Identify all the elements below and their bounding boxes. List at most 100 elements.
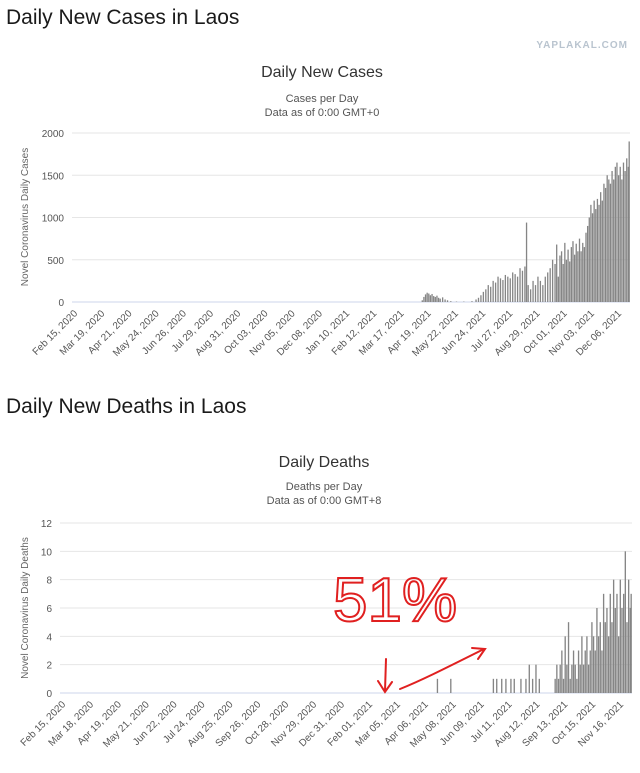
bar	[571, 664, 573, 693]
bar	[439, 298, 441, 302]
bar	[520, 678, 522, 693]
bar	[554, 263, 556, 302]
bar	[513, 678, 515, 693]
bar	[436, 295, 438, 302]
bar	[509, 278, 511, 302]
bar	[521, 270, 524, 302]
bar	[607, 636, 610, 693]
bar	[583, 247, 586, 302]
bar	[531, 678, 534, 693]
daily-new-cases-chart: Daily New Cases Cases per Day Data as of…	[20, 64, 630, 359]
bar	[512, 272, 514, 302]
annotation-down-arrow	[377, 658, 393, 694]
bar	[547, 272, 549, 302]
bar	[604, 187, 607, 302]
bar	[594, 650, 596, 693]
bar	[621, 179, 623, 302]
watermark: YAPLAKAL.COM	[536, 40, 628, 51]
y-axis-label: Novel Coronavirus Daily Cases	[20, 148, 31, 286]
bar	[609, 593, 611, 693]
bar	[544, 276, 546, 302]
bar	[586, 225, 589, 302]
bar	[490, 286, 492, 302]
bar	[601, 650, 603, 693]
bar	[534, 285, 537, 302]
bar	[624, 171, 626, 302]
bar	[431, 293, 433, 302]
bar	[581, 636, 583, 693]
bar	[591, 622, 593, 693]
bar	[616, 593, 618, 693]
y-tick-label: 12	[41, 519, 53, 530]
bar	[591, 213, 594, 302]
y-tick-label: 2000	[42, 129, 65, 140]
bar	[482, 291, 485, 302]
bar	[630, 593, 632, 693]
bar	[624, 551, 626, 693]
y-tick-label: 6	[46, 604, 52, 615]
bar	[617, 175, 620, 302]
bar	[561, 650, 563, 693]
bar	[576, 678, 578, 693]
bar	[580, 251, 582, 302]
y-tick-label: 4	[46, 632, 52, 643]
bar	[497, 276, 499, 302]
bar	[606, 175, 608, 302]
y-axis-label: Novel Coronavirus Daily Deaths	[20, 537, 31, 679]
bar	[569, 678, 571, 693]
bar	[585, 232, 587, 302]
bar	[525, 222, 528, 302]
bar	[487, 285, 489, 302]
bar	[575, 243, 577, 302]
bar	[492, 678, 495, 693]
chart-subtitle-date: Data as of 0:00 GMT+0	[265, 107, 380, 119]
bar	[564, 636, 566, 693]
y-tick-label: 0	[46, 689, 52, 700]
bar	[572, 241, 574, 302]
bar	[554, 678, 556, 693]
bar	[614, 608, 616, 693]
bar	[622, 593, 625, 693]
y-tick-label: 10	[41, 547, 53, 558]
bar	[542, 285, 544, 302]
bar	[626, 622, 628, 693]
bar	[514, 274, 516, 302]
bar	[423, 296, 425, 302]
bar	[528, 664, 530, 693]
bar	[577, 650, 580, 693]
bar	[588, 217, 590, 302]
bar	[434, 296, 436, 302]
bar	[584, 650, 586, 693]
y-tick-label: 500	[47, 256, 64, 267]
chart-title: Daily New Cases	[261, 64, 383, 81]
bar	[566, 664, 568, 693]
bar	[529, 289, 532, 302]
bar	[539, 280, 542, 302]
bar	[597, 636, 600, 693]
bar	[421, 300, 423, 302]
bar	[598, 204, 600, 302]
bar	[496, 678, 498, 693]
bar	[537, 276, 539, 302]
bar	[538, 678, 540, 693]
bar	[556, 664, 558, 693]
bar	[569, 261, 571, 302]
bar	[582, 664, 585, 693]
bar	[626, 158, 628, 302]
daily-deaths-chart: Daily Deaths Deaths per Day Data as of 0…	[19, 454, 632, 750]
bar	[609, 183, 612, 302]
bar	[582, 242, 584, 302]
chart-subtitle: Deaths per Day	[286, 481, 363, 493]
bar	[562, 678, 565, 693]
bar	[628, 141, 630, 302]
bar	[560, 251, 563, 302]
bar	[573, 254, 576, 302]
annotation-percent-label: 51%	[333, 566, 457, 635]
bar	[437, 297, 440, 302]
bar	[611, 622, 613, 693]
bar	[629, 608, 631, 693]
bar	[428, 293, 430, 302]
bar	[450, 678, 452, 693]
bar	[559, 664, 561, 693]
bar	[492, 280, 494, 302]
